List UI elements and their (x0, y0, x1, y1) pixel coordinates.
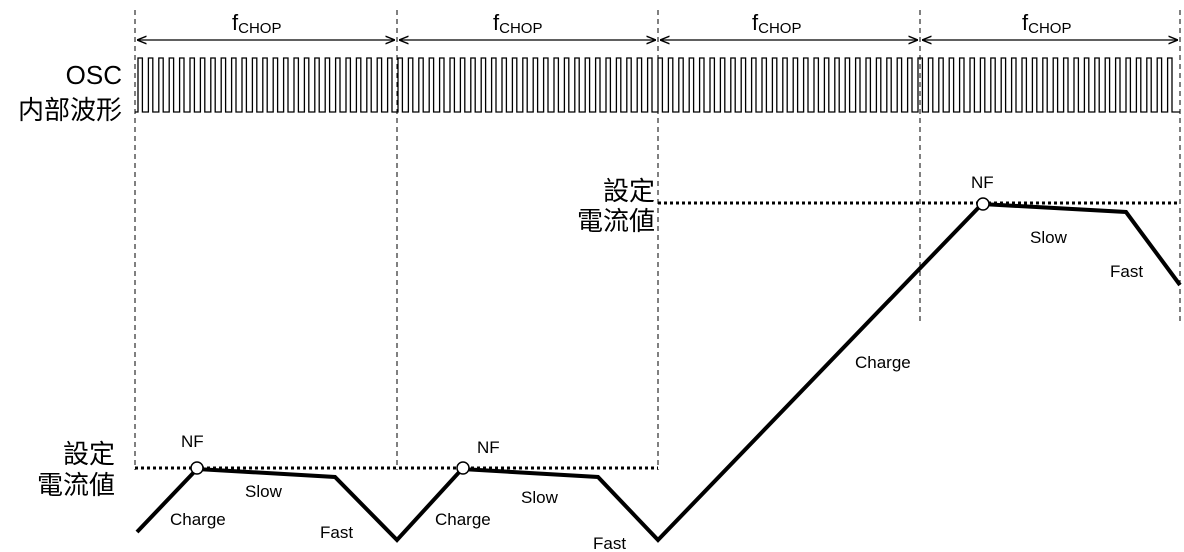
nf-point (456, 461, 470, 475)
charge-label: Charge (855, 353, 911, 372)
nf-point (976, 197, 990, 211)
osc-waveform (135, 57, 1180, 113)
nf-label: NF (477, 438, 500, 457)
set-current-label: 設定 (603, 177, 655, 207)
period-label: fCHOP (752, 10, 801, 37)
slow-label: Slow (245, 482, 283, 501)
set-current-levels (135, 201, 1180, 470)
current-waveform (135, 201, 1182, 543)
set-current-label: 電流値 (577, 207, 655, 237)
charge-label: Charge (435, 510, 491, 529)
osc-label-jp: 内部波形 (18, 96, 122, 126)
slow-label: Slow (521, 488, 559, 507)
charge-label: Charge (170, 510, 226, 529)
fast-label: Fast (1110, 262, 1143, 281)
set-current-label: 電流値 (37, 471, 115, 501)
nf-point (190, 461, 204, 475)
nf-label: NF (181, 432, 204, 451)
period-label: fCHOP (493, 10, 542, 37)
set-current-label: 設定 (63, 440, 115, 470)
slow-label: Slow (1030, 228, 1068, 247)
osc-label: OSC (66, 60, 122, 90)
period-label: fCHOP (1022, 10, 1071, 37)
fast-label: Fast (593, 534, 626, 552)
nf-label: NF (971, 173, 994, 192)
fast-label: Fast (320, 523, 353, 542)
period-label: fCHOP (232, 10, 281, 37)
